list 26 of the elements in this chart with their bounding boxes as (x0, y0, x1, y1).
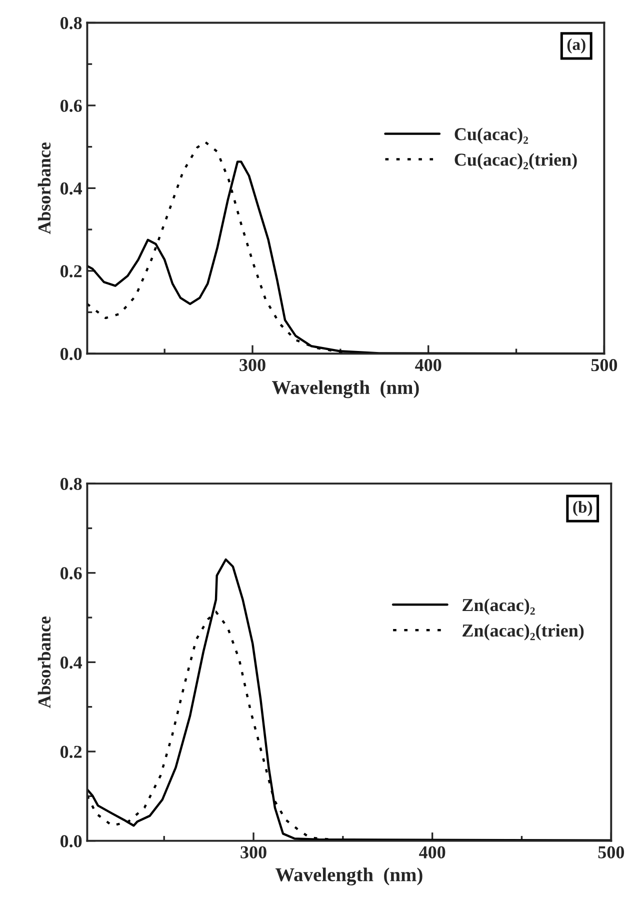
y-tick-label: 0.4 (60, 182, 82, 195)
annotation: (b) (573, 501, 592, 516)
y-tick-label: 0.4 (60, 656, 82, 669)
x-tick-label: 400 (415, 358, 442, 372)
x-tick-label: 300 (240, 358, 266, 372)
y-tick-label: 0.8 (60, 16, 82, 30)
legend-label: Cu(acac)₂ (454, 128, 528, 144)
annotation: (a) (567, 38, 586, 54)
legend-label: Cu(acac)₂(trien) (454, 153, 577, 170)
x-tick-label: 300 (240, 846, 266, 858)
y-tick-label: 0.0 (60, 835, 82, 848)
x-axis-title: Wavelength (nm) (272, 380, 419, 398)
x-axis-title: Wavelength (nm) (275, 868, 422, 886)
legend-label: Zn(acac)₂(trien) (462, 624, 584, 640)
legend-label: Zn(acac)₂ (462, 598, 535, 615)
y-tick-label: 0.2 (60, 746, 82, 758)
y-tick-label: 0.0 (60, 348, 82, 360)
y-tick-label: 0.2 (60, 265, 82, 278)
x-tick-label: 500 (598, 846, 624, 858)
x-tick-label: 400 (419, 846, 446, 858)
y-axis-title: Absorbance (38, 616, 51, 708)
y-axis-title: Absorbance (38, 142, 51, 234)
y-tick-label: 0.8 (60, 478, 82, 490)
x-tick-label: 500 (591, 358, 618, 372)
y-tick-label: 0.6 (60, 100, 82, 112)
y-tick-label: 0.6 (60, 567, 82, 580)
